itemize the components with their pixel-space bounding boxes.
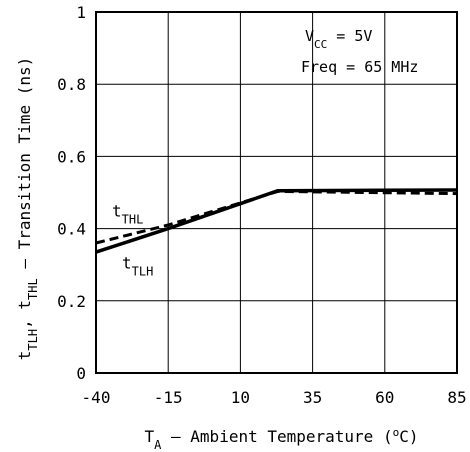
y-tick-label: 1 xyxy=(76,3,86,22)
y-axis-label: tTLH, tTHL – Transition Time (ns) xyxy=(15,57,40,360)
y-axis-label-part: t xyxy=(15,351,34,361)
x-tick-label: 10 xyxy=(231,388,250,407)
y-axis-label-part: – Transition Time (ns) xyxy=(15,57,34,279)
plot-frame xyxy=(95,11,458,374)
series-layer xyxy=(95,188,458,254)
x-axis-label-end: C) xyxy=(399,427,418,446)
x-tick-label: -40 xyxy=(82,388,111,407)
axis-labels: TA – Ambient Temperature (oC) tTLH, tTHL … xyxy=(15,57,418,452)
x-axis-label-sub: A xyxy=(154,438,162,452)
x-axis-label-main: T xyxy=(145,427,155,446)
series-line-tlh xyxy=(95,188,458,254)
x-tick-label: -15 xyxy=(154,388,183,407)
x-axis-label: TA – Ambient Temperature (oC) xyxy=(145,426,419,452)
vcc-main: V xyxy=(305,27,314,45)
y-tick-label: 0.2 xyxy=(57,292,86,311)
vcc-rest: = 5V xyxy=(327,27,372,45)
x-tick-label: 85 xyxy=(447,388,466,407)
freq-annotation: Freq = 65 MHz xyxy=(301,58,418,76)
series-label-thl-main: t xyxy=(112,202,122,221)
series-label-thl: tTHL xyxy=(112,202,143,227)
series-label-tlh-sub: TLH xyxy=(132,265,154,279)
x-tick-label: 35 xyxy=(303,388,322,407)
series-label-thl-sub: THL xyxy=(122,213,144,227)
series-label-tlh-main: t xyxy=(122,254,132,273)
x-axis-label-sup: o xyxy=(393,426,400,439)
vcc-annotation: VCC = 5V xyxy=(305,27,372,51)
y-tick-label: 0 xyxy=(76,364,86,383)
x-axis-label-rest: – Ambient Temperature ( xyxy=(161,427,392,446)
y-tick-label: 0.4 xyxy=(57,220,86,239)
vcc-sub: CC xyxy=(314,38,327,51)
y-axis-label-part: , t xyxy=(15,300,34,329)
y-tick-label: 0.6 xyxy=(57,147,86,166)
tick-labels: -40 -15 10 35 60 85 0 0.2 0.4 0.6 0.8 1 xyxy=(57,3,467,407)
series-label-tlh: tTLH xyxy=(122,254,153,279)
x-tick-label: 60 xyxy=(375,388,394,407)
series-line-thl xyxy=(95,189,458,245)
y-axis-label-part: TLH xyxy=(26,329,40,351)
y-axis-label-part: THL xyxy=(26,278,40,300)
y-tick-label: 0.8 xyxy=(57,75,86,94)
